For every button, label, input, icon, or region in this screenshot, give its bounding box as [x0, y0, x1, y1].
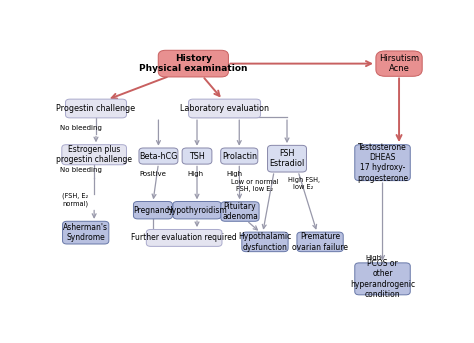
Text: No bleeding: No bleeding: [60, 125, 102, 131]
Text: High: High: [365, 255, 381, 261]
FancyBboxPatch shape: [65, 99, 127, 118]
Text: Asherman's
Syndrome: Asherman's Syndrome: [63, 223, 108, 243]
FancyBboxPatch shape: [134, 201, 173, 219]
Text: Beta-hCG: Beta-hCG: [139, 152, 178, 161]
Text: PCOS or
other
hyperandrogenic
condition: PCOS or other hyperandrogenic condition: [350, 259, 415, 299]
FancyBboxPatch shape: [146, 229, 222, 246]
Text: Positive: Positive: [139, 171, 166, 177]
FancyBboxPatch shape: [63, 221, 109, 244]
FancyBboxPatch shape: [139, 148, 178, 164]
FancyBboxPatch shape: [173, 201, 221, 219]
FancyBboxPatch shape: [158, 50, 228, 77]
Text: FSH
Estradiol: FSH Estradiol: [269, 149, 305, 168]
Text: Pituitary
adenoma: Pituitary adenoma: [222, 202, 258, 221]
FancyBboxPatch shape: [355, 263, 410, 295]
FancyBboxPatch shape: [297, 232, 343, 252]
Text: Hypothyroidism: Hypothyroidism: [167, 206, 228, 215]
FancyBboxPatch shape: [221, 148, 258, 164]
Text: No bleeding: No bleeding: [60, 167, 102, 173]
Text: High: High: [226, 171, 242, 177]
Text: Progestin challenge: Progestin challenge: [56, 104, 136, 113]
Text: Estrogen plus
progestin challenge: Estrogen plus progestin challenge: [56, 145, 132, 164]
FancyBboxPatch shape: [267, 145, 307, 172]
FancyBboxPatch shape: [376, 51, 422, 76]
Text: Low or normal
FSH, low E₂: Low or normal FSH, low E₂: [231, 179, 279, 192]
Text: TSH: TSH: [189, 152, 205, 161]
Text: Hirsutism
Acne: Hirsutism Acne: [379, 54, 419, 73]
Text: Pregnancy: Pregnancy: [133, 206, 173, 215]
FancyBboxPatch shape: [355, 145, 410, 181]
Text: Testosterone
DHEAS
17 hydroxy-
progesterone: Testosterone DHEAS 17 hydroxy- progester…: [357, 143, 408, 183]
FancyBboxPatch shape: [62, 145, 127, 165]
FancyBboxPatch shape: [189, 99, 261, 118]
FancyBboxPatch shape: [242, 232, 288, 252]
Text: Premature
ovarian failure: Premature ovarian failure: [292, 232, 348, 251]
Text: (FSH, E₂
normal): (FSH, E₂ normal): [62, 193, 89, 206]
Text: Prolactin: Prolactin: [222, 152, 257, 161]
FancyBboxPatch shape: [221, 202, 259, 221]
Text: Further evaluation required: Further evaluation required: [131, 234, 237, 243]
Text: High FSH,
low E₂: High FSH, low E₂: [288, 177, 319, 190]
Text: History
Physical examination: History Physical examination: [139, 54, 247, 73]
Text: Laboratory evaluation: Laboratory evaluation: [180, 104, 269, 113]
Text: Hypothalamic
dysfunction: Hypothalamic dysfunction: [238, 232, 292, 251]
FancyBboxPatch shape: [182, 148, 212, 164]
Text: High: High: [187, 171, 203, 177]
